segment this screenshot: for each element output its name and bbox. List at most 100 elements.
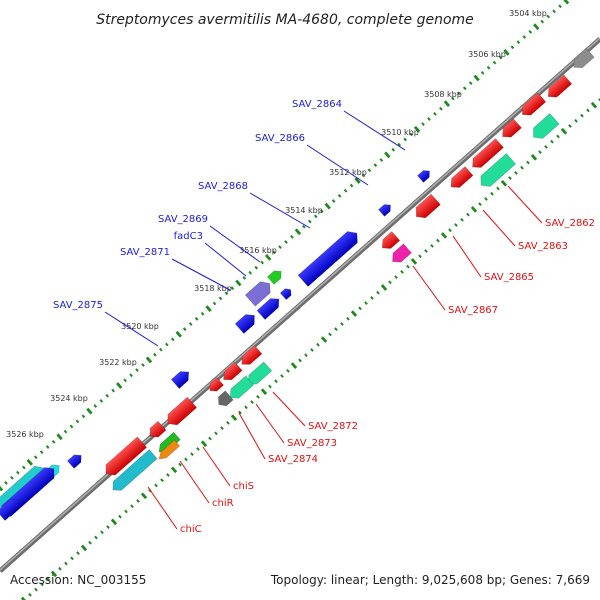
label-callout-line — [249, 192, 311, 229]
tick-mark — [141, 363, 145, 367]
scale-label: 3520 kbp — [121, 322, 159, 331]
tick-mark — [380, 284, 388, 291]
tick-mark — [490, 191, 494, 196]
gene-arrow — [521, 92, 547, 116]
tick-mark — [298, 358, 302, 363]
tick-mark — [124, 509, 128, 514]
tick-mark — [136, 499, 140, 503]
tick-mark — [538, 150, 542, 154]
gene-label: chiC — [180, 524, 202, 535]
tick-mark — [302, 224, 306, 229]
tick-mark — [286, 368, 290, 373]
tick-mark — [486, 65, 491, 70]
gene-features — [0, 47, 595, 521]
gene-label: SAV_2868 — [198, 181, 248, 192]
tick-mark — [218, 296, 223, 301]
tick-mark — [33, 455, 38, 460]
gene-arrow — [417, 170, 430, 183]
tick-mark — [100, 530, 104, 535]
gene-arrow — [229, 375, 255, 399]
tick-mark — [409, 132, 413, 137]
label-callout-line — [238, 412, 266, 460]
tick-mark — [384, 151, 391, 159]
tick-mark — [354, 177, 361, 184]
gene-label: chiR — [212, 498, 234, 509]
accession-text: Accession: NC_003155 — [10, 573, 147, 587]
tick-mark — [140, 492, 148, 500]
scale-label: 3518 kbp — [194, 284, 232, 293]
tick-mark — [294, 228, 302, 236]
tick-mark — [260, 388, 268, 395]
tick-mark — [205, 305, 212, 312]
tick-mark — [586, 108, 590, 113]
label-callout-line — [412, 265, 446, 311]
forward-tick-track — [0, 0, 570, 492]
tick-mark — [272, 250, 276, 255]
tick-mark — [40, 582, 44, 587]
tick-mark — [63, 429, 68, 434]
tick-mark — [45, 445, 50, 449]
tick-mark — [105, 393, 110, 398]
tick-mark — [436, 238, 440, 243]
tick-mark — [558, 4, 562, 9]
gene-arrow — [279, 288, 292, 301]
gene-arrow — [267, 270, 282, 285]
label-callout-line — [306, 144, 369, 186]
tick-mark — [290, 362, 298, 369]
gene-arrow — [378, 204, 391, 217]
tick-mark — [111, 388, 116, 393]
tick-mark — [526, 160, 530, 165]
gene-label: SAV_2865 — [484, 272, 534, 283]
tick-mark — [115, 382, 123, 389]
tick-mark — [580, 113, 584, 118]
tick-mark — [349, 183, 354, 188]
tick-mark — [214, 431, 218, 436]
gene-arrow — [223, 361, 243, 381]
tick-mark — [492, 60, 497, 65]
label-callout-line — [452, 235, 482, 278]
tick-mark — [319, 209, 324, 214]
gene-arrow — [67, 454, 82, 469]
tick-mark — [388, 280, 392, 285]
tick-mark — [410, 258, 418, 265]
tick-mark — [516, 40, 521, 44]
tick-mark — [462, 86, 467, 91]
tick-mark — [28, 592, 32, 597]
tick-mark — [175, 330, 182, 338]
tick-mark — [451, 96, 455, 101]
tick-mark — [244, 405, 248, 410]
gene-arrow — [105, 436, 148, 476]
tick-mark — [550, 139, 554, 144]
tick-mark — [443, 100, 451, 107]
gene-arrow — [170, 371, 190, 389]
tick-mark — [456, 91, 461, 96]
tick-mark — [242, 276, 247, 280]
tick-mark — [118, 514, 122, 519]
tick-mark — [376, 290, 380, 295]
tick-mark — [460, 217, 464, 222]
gene-arrow — [256, 298, 280, 320]
scale-label: 3524 kbp — [50, 394, 88, 403]
gene-arrow — [381, 231, 401, 249]
gene-label: fadC3 — [174, 231, 203, 242]
tick-mark — [343, 188, 348, 193]
tick-mark — [230, 286, 235, 290]
tick-mark — [520, 165, 524, 170]
tick-mark — [568, 124, 572, 128]
gene-label: SAV_2872 — [308, 421, 358, 432]
tick-mark — [413, 125, 421, 133]
tick-mark — [556, 134, 560, 139]
tick-mark — [316, 342, 320, 347]
tick-mark — [552, 9, 556, 14]
gene-arrow — [234, 314, 255, 334]
tick-mark — [394, 275, 398, 279]
tick-mark — [500, 180, 508, 187]
tick-mark — [64, 561, 68, 566]
gene-label: SAV_2866 — [255, 133, 305, 144]
tick-mark — [56, 433, 63, 441]
tick-mark — [598, 98, 600, 102]
gene-arrow — [158, 439, 181, 460]
tick-mark — [514, 171, 518, 175]
tick-mark — [46, 577, 50, 582]
tick-mark — [284, 240, 288, 244]
